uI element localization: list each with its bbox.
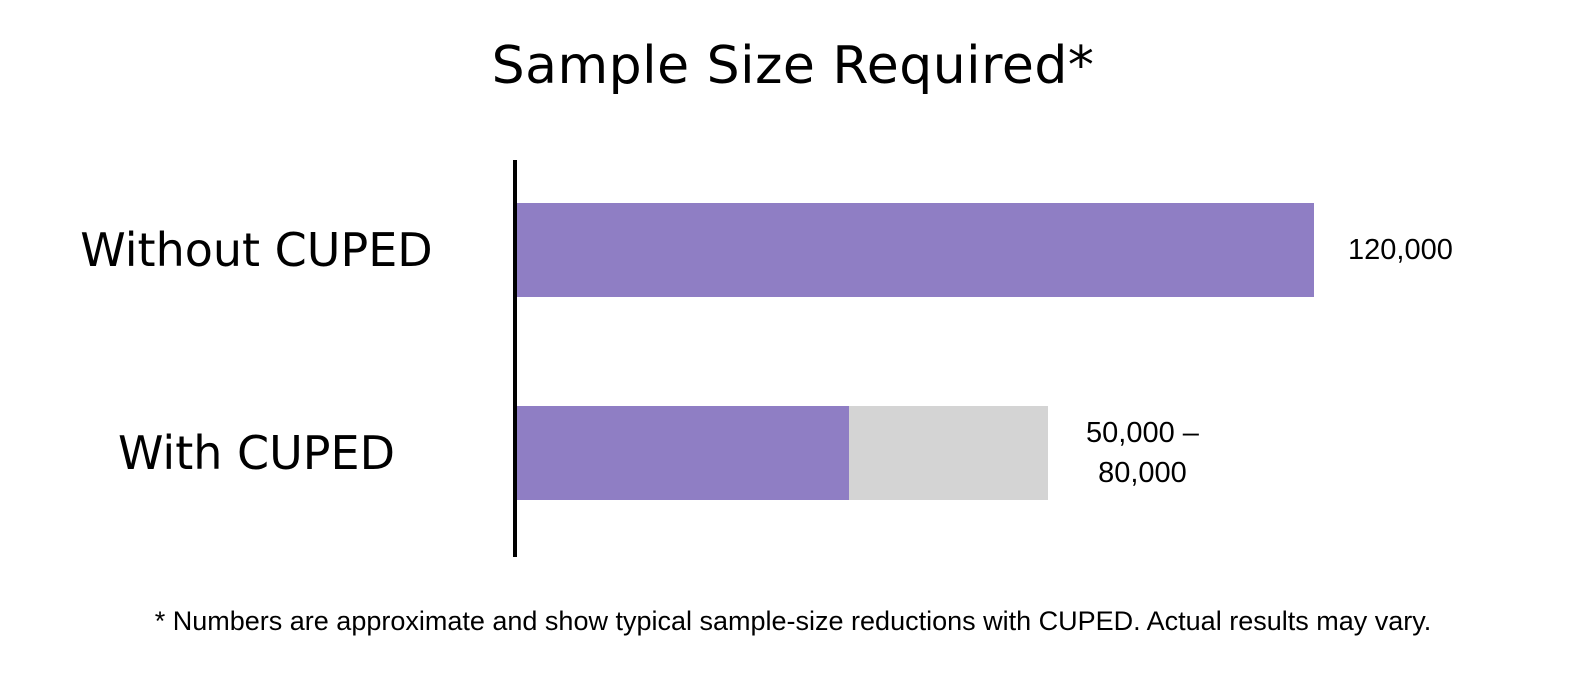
- footnote: * Numbers are approximate and show typic…: [154, 606, 1432, 636]
- chart-title: Sample Size Required*: [491, 36, 1095, 96]
- bar-with-cuped: [517, 406, 849, 500]
- value-label-without-cuped: 120,000: [1348, 233, 1453, 266]
- bar-with-cuped-range-extension: [849, 406, 1048, 500]
- value-label-range-line1: 50,000 –: [1086, 416, 1199, 449]
- value-label-with-cuped-range: 50,000 – 80,000: [1086, 406, 1199, 500]
- y-axis-line: [513, 160, 517, 557]
- value-label-range-line2: 80,000: [1098, 457, 1187, 489]
- bar-without-cuped: [517, 203, 1314, 297]
- category-label-without-cuped: Without CUPED: [80, 223, 433, 277]
- category-label-with-cuped: With CUPED: [117, 426, 396, 480]
